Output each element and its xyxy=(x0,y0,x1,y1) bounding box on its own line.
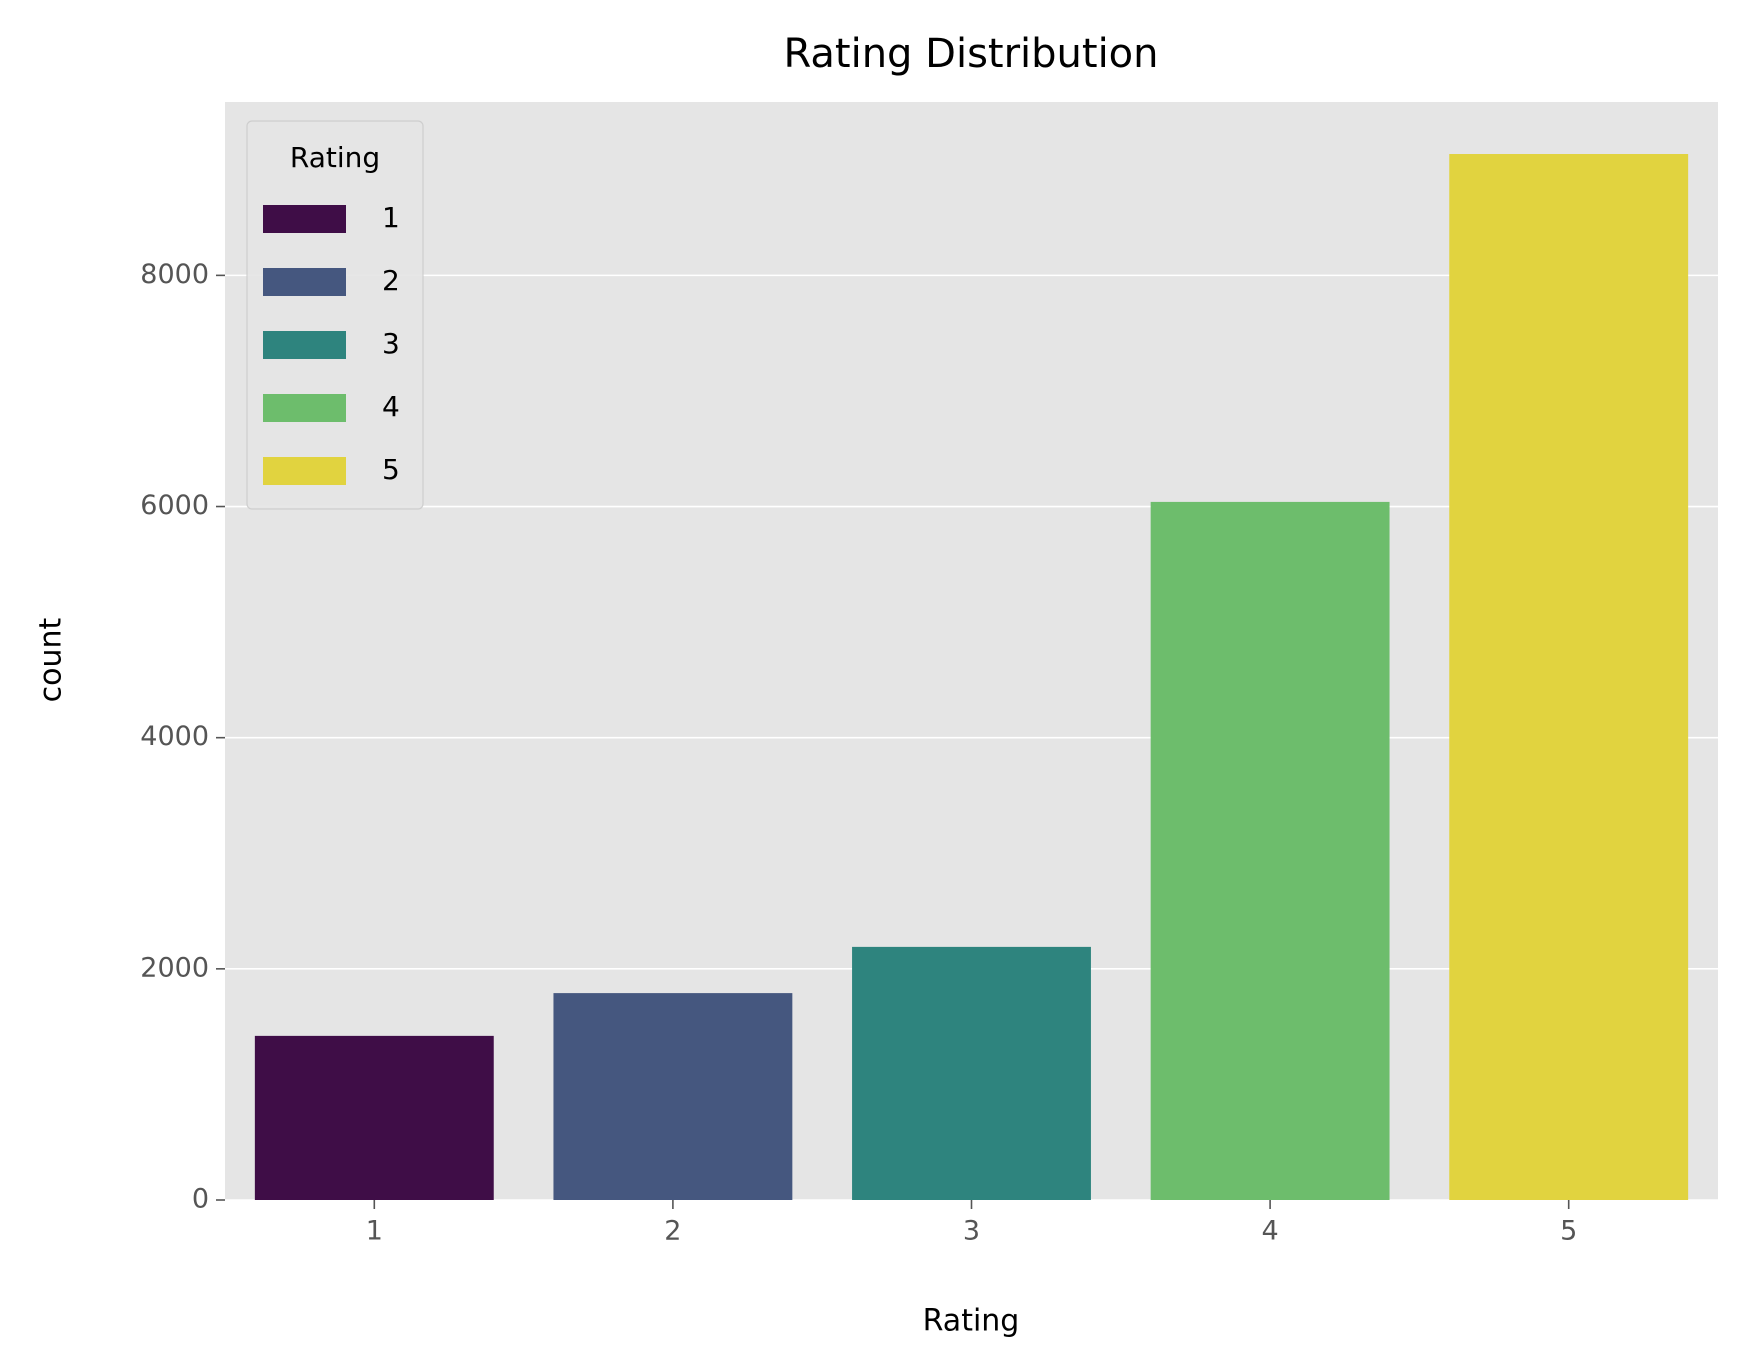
x-tick-label: 3 xyxy=(963,1216,980,1247)
legend-label: 5 xyxy=(382,453,400,486)
bar xyxy=(1449,154,1689,1201)
y-tick-label: 8000 xyxy=(140,259,209,290)
x-axis-label: Rating xyxy=(923,1304,1020,1339)
legend-swatch xyxy=(263,394,346,422)
legend-title: Rating xyxy=(290,141,380,174)
x-tick-label: 2 xyxy=(664,1216,681,1247)
legend-swatch xyxy=(263,268,346,296)
legend-swatch xyxy=(263,331,346,359)
chart-title: Rating Distribution xyxy=(783,31,1158,77)
y-tick-label: 0 xyxy=(192,1184,209,1215)
y-tick-label: 4000 xyxy=(140,721,209,752)
bar xyxy=(553,993,793,1200)
bar xyxy=(254,1035,494,1200)
legend-label: 2 xyxy=(382,264,400,297)
legend-label: 3 xyxy=(382,327,400,360)
bar xyxy=(852,946,1091,1200)
x-tick-label: 4 xyxy=(1262,1216,1279,1247)
x-tick-label: 1 xyxy=(366,1216,383,1247)
legend-label: 4 xyxy=(382,390,400,423)
y-tick-label: 2000 xyxy=(140,952,209,983)
x-tick-label: 5 xyxy=(1560,1216,1577,1247)
legend-swatch xyxy=(263,457,346,485)
legend-swatch xyxy=(263,205,346,233)
legend-label: 1 xyxy=(382,201,400,234)
bar xyxy=(1150,501,1390,1200)
y-tick-label: 6000 xyxy=(140,490,209,521)
legend-box xyxy=(246,120,424,510)
y-axis-label: count xyxy=(34,617,69,702)
